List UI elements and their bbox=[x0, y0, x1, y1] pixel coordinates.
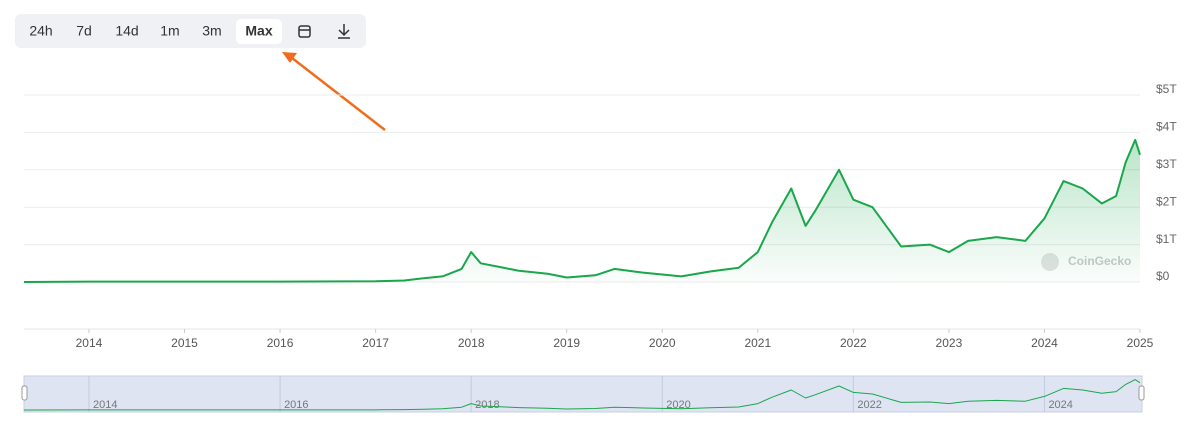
y-tick-label: $5T bbox=[1156, 82, 1177, 96]
x-tick-label: 2018 bbox=[458, 336, 485, 350]
download-icon[interactable] bbox=[338, 24, 350, 39]
active-button-bg bbox=[236, 19, 282, 44]
toolbar bbox=[15, 14, 366, 48]
navigator-tick-label: 2020 bbox=[666, 399, 690, 411]
navigator-tick-label: 2016 bbox=[284, 399, 308, 411]
navigator-tick-label: 2018 bbox=[475, 399, 499, 411]
range-button[interactable]: 3m bbox=[202, 23, 221, 39]
x-tick-label: 2017 bbox=[362, 336, 389, 350]
x-tick-label: 2014 bbox=[76, 336, 103, 350]
navigator-line bbox=[23, 379, 1141, 411]
calendar-icon[interactable] bbox=[298, 25, 311, 38]
navigator[interactable] bbox=[23, 375, 1143, 413]
y-tick-label: $1T bbox=[1156, 232, 1177, 246]
navigator-tick-label: 2024 bbox=[1048, 399, 1072, 411]
x-tick-label: 2016 bbox=[267, 336, 294, 350]
y-tick-label: $0 bbox=[1156, 269, 1170, 283]
x-tick-label: 2025 bbox=[1127, 336, 1154, 350]
range-button[interactable]: 14d bbox=[115, 23, 138, 39]
y-tick-label: $2T bbox=[1156, 194, 1177, 208]
x-tick-label: 2024 bbox=[1031, 336, 1058, 350]
area-fill bbox=[24, 139, 1140, 282]
x-tick-label: 2019 bbox=[553, 336, 580, 350]
x-tick-label: 2023 bbox=[936, 336, 963, 350]
y-tick-label: $3T bbox=[1156, 157, 1177, 171]
range-button[interactable]: 7d bbox=[76, 23, 92, 39]
navigator-tick-label: 2022 bbox=[857, 399, 881, 411]
range-button[interactable]: 24h bbox=[29, 23, 52, 39]
line bbox=[23, 138, 1141, 283]
navigator-handle[interactable] bbox=[21, 385, 28, 401]
navigator-tick-label: 2014 bbox=[93, 399, 117, 411]
x-tick-label: 2021 bbox=[744, 336, 771, 350]
x-tick-label: 2022 bbox=[840, 336, 867, 350]
navigator-handle[interactable] bbox=[1138, 385, 1145, 401]
range-button[interactable]: Max bbox=[245, 23, 272, 39]
x-tick-label: 2015 bbox=[171, 336, 198, 350]
arrow bbox=[282, 52, 386, 131]
y-tick-label: $4T bbox=[1156, 120, 1177, 134]
range-button[interactable]: 1m bbox=[160, 23, 179, 39]
x-tick-label: 2020 bbox=[649, 336, 676, 350]
